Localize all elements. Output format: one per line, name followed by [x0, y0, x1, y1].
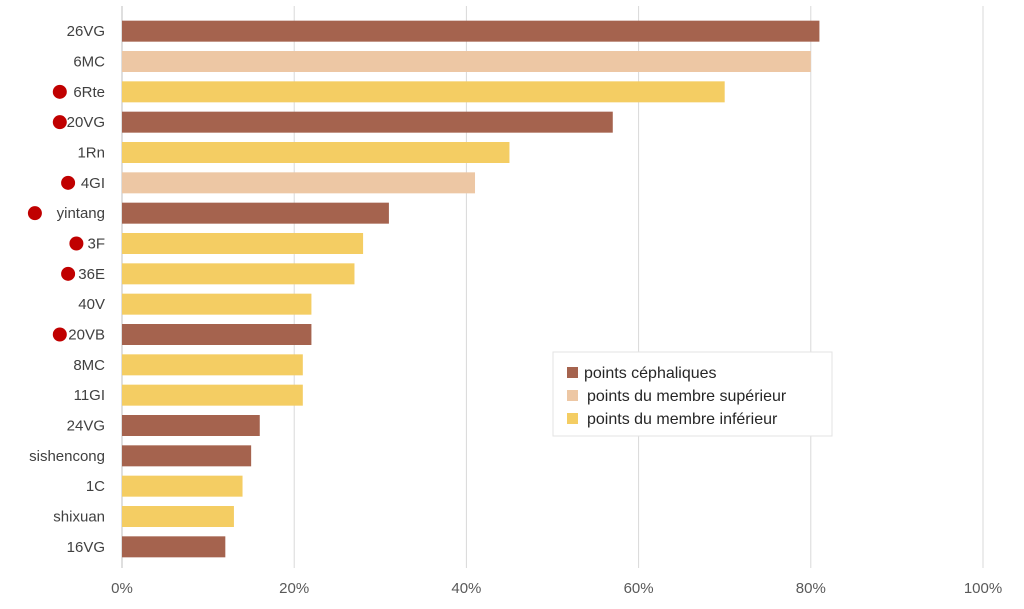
- bar-6MC: [122, 51, 811, 72]
- bar-8MC: [122, 354, 303, 376]
- legend: points céphaliques points du membre supé…: [552, 351, 833, 437]
- legend-label-cephalic: points céphaliques: [584, 365, 717, 382]
- red-dot-marker: [52, 84, 67, 99]
- x-tick-label: 100%: [964, 580, 1002, 597]
- x-tick-label: 0%: [111, 580, 133, 597]
- bar-shixuan: [122, 506, 234, 527]
- bar-20VG: [122, 111, 613, 133]
- bar-1Rn: [122, 142, 510, 163]
- category-label: 4GI: [81, 175, 105, 192]
- category-label: 40V: [78, 296, 105, 313]
- legend-swatch-upper: [567, 390, 578, 401]
- x-tick-label: 20%: [279, 580, 309, 597]
- category-label: sishencong: [29, 448, 105, 465]
- legend-swatch-lower: [567, 413, 578, 424]
- red-dot-marker: [69, 236, 84, 251]
- category-label: 26VG: [67, 23, 105, 40]
- red-dot-marker: [52, 115, 67, 130]
- bar-36E: [122, 263, 355, 285]
- category-label: 6MC: [73, 54, 105, 71]
- legend-label-lower: points du membre inférieur: [587, 411, 778, 428]
- bar-4GI: [122, 172, 476, 194]
- category-label: 1C: [86, 478, 105, 495]
- bar-40V: [122, 293, 312, 315]
- category-label: 3F: [87, 236, 105, 253]
- bar-6Rte: [122, 81, 725, 103]
- category-label: yintang: [57, 205, 105, 222]
- bar-26VG: [122, 20, 820, 42]
- category-label: 20VG: [67, 114, 105, 131]
- category-label: 16VG: [67, 539, 105, 556]
- category-label: 20VB: [68, 327, 105, 344]
- bar-24VG: [122, 415, 260, 436]
- category-label: 8MC: [73, 357, 105, 374]
- red-dot-marker: [61, 266, 76, 281]
- bar-3F: [122, 233, 364, 254]
- category-label: shixuan: [53, 509, 105, 526]
- category-label: 36E: [78, 266, 105, 283]
- category-labels: 26VG 6MC 6Rte 20VG 1Rn 4GI yintang 3F 36E 40V 20VB…: [29, 23, 105, 556]
- x-tick-label: 60%: [624, 580, 654, 597]
- bar-1C: [122, 475, 243, 497]
- category-label: 11GI: [74, 387, 105, 404]
- red-dot-marker: [52, 327, 67, 342]
- legend-swatch-cephalic: [567, 367, 578, 378]
- bar-20VB: [122, 324, 312, 345]
- bar-sishencong: [122, 445, 252, 467]
- bar-11GI: [122, 384, 303, 406]
- red-dot-marker: [27, 206, 42, 221]
- legend-label-upper: points du membre supérieur: [587, 388, 787, 405]
- category-label: 24VG: [67, 418, 105, 435]
- bar-16VG: [122, 536, 226, 558]
- x-tick-labels: 0% 20% 40% 60% 80% 100%: [111, 580, 1002, 597]
- category-label: 1Rn: [77, 145, 105, 162]
- legend-box: [552, 351, 833, 437]
- x-tick-label: 40%: [451, 580, 481, 597]
- x-tick-label: 80%: [796, 580, 826, 597]
- markers: [27, 84, 84, 342]
- red-dot-marker: [61, 175, 76, 190]
- category-label: 6Rte: [73, 84, 105, 101]
- bar-yintang: [122, 202, 389, 224]
- bars: [122, 20, 820, 558]
